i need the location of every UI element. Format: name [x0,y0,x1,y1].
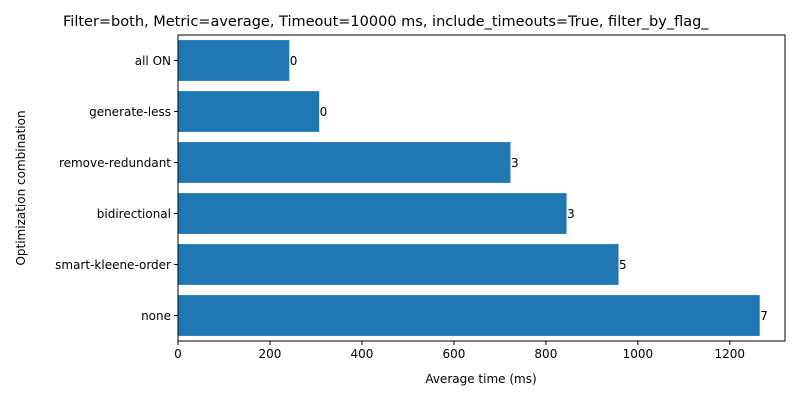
bar-value-label: 3 [511,156,519,170]
x-tick-label: 600 [442,347,465,361]
x-tick-label: 400 [350,347,373,361]
bar-smart-kleene-order [178,244,619,285]
bar-value-label: 3 [567,207,575,221]
x-tick-label: 1000 [623,347,654,361]
bar-generate-less [178,91,320,132]
x-tick-label: 1200 [715,347,746,361]
bar-value-label: 0 [320,105,328,119]
y-tick-label: none [141,309,171,323]
chart-title: Filter=both, Metric=average, Timeout=100… [63,14,709,30]
x-tick-label: 200 [259,347,282,361]
x-tick-label: 800 [534,347,557,361]
bar-value-label: 5 [619,258,627,272]
bar-none [178,295,760,336]
x-tick-label: 0 [174,347,182,361]
bar-value-label: 7 [760,309,768,323]
y-axis-label: Optimization combination [14,110,28,265]
y-tick-label: generate-less [89,105,171,119]
bar-all-on [178,40,290,81]
y-tick-label: smart-kleene-order [55,258,171,272]
plot-frame [177,34,786,342]
bar-bidirectional [178,193,567,234]
y-tick-label: all ON [135,54,171,68]
bar-remove-redundant [178,142,511,183]
x-axis-label: Average time (ms) [425,372,536,386]
y-tick-label: bidirectional [97,207,171,221]
bar-value-label: 0 [290,54,298,68]
y-tick-label: remove-redundant [59,156,171,170]
